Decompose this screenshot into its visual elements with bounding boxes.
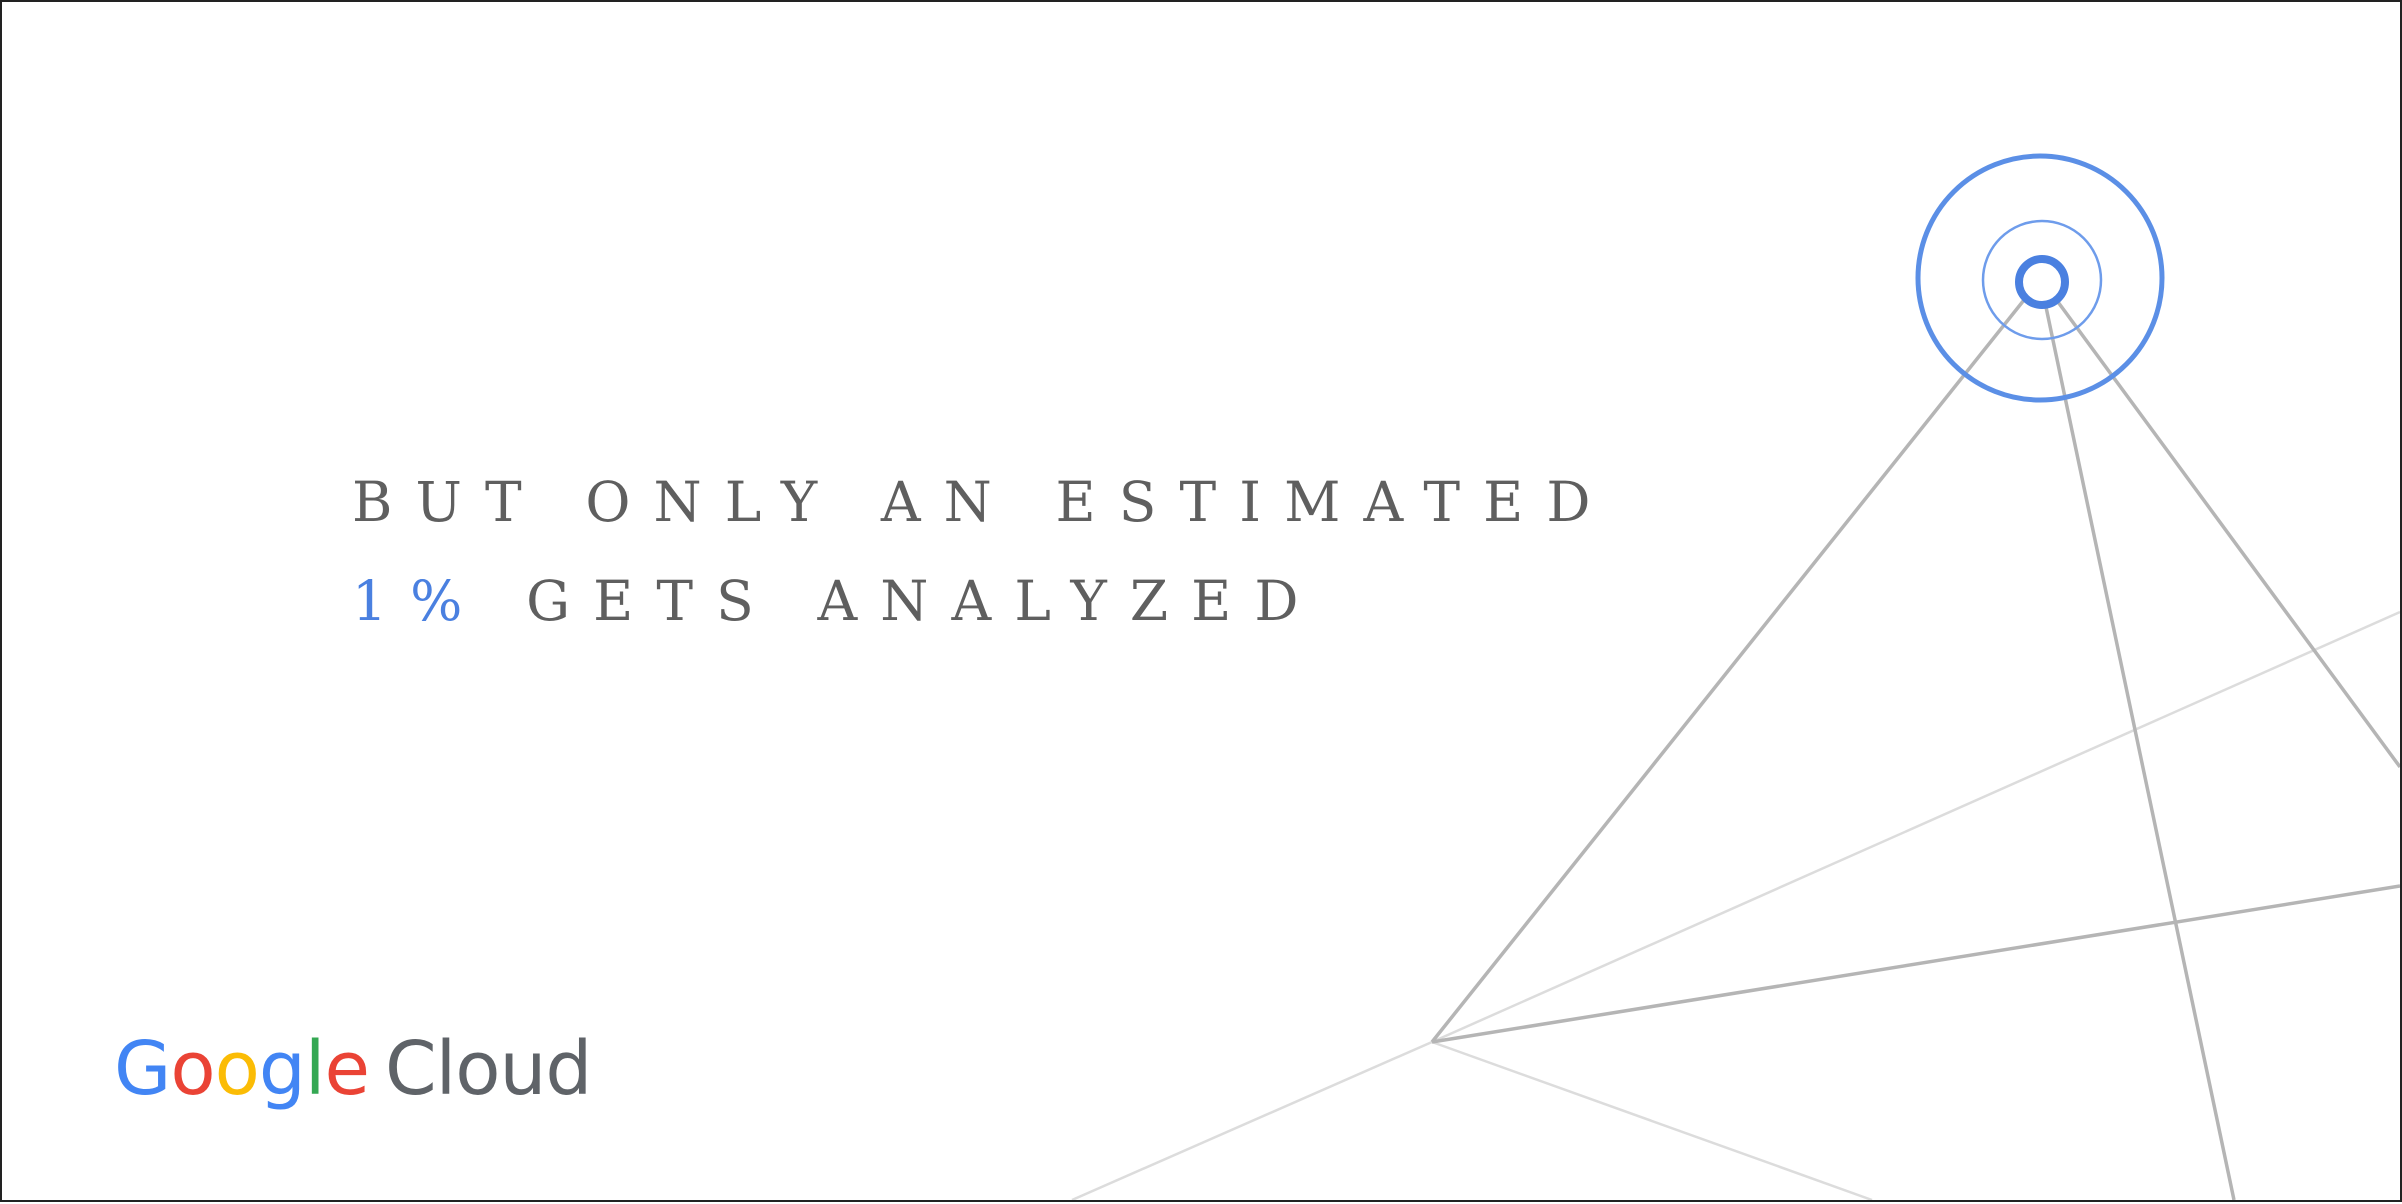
logo-letter: o	[214, 1026, 260, 1112]
logo-letter: o	[170, 1026, 215, 1112]
network-line	[1431, 610, 2400, 1044]
logo-letter: l	[304, 1026, 326, 1112]
google-cloud-logo: Google Cloud	[114, 1032, 592, 1106]
headline-line-2: 1% GETS ANALYZED	[352, 574, 1322, 629]
logo-letter: g	[258, 1026, 306, 1112]
logo-word-cloud: Cloud	[384, 1026, 592, 1112]
network-line	[1430, 298, 2026, 1044]
network-line	[2044, 306, 2236, 1200]
network-line	[2056, 300, 2400, 769]
headline-line-2-text: GETS ANALYZED	[526, 569, 1322, 633]
highlight-percentage: 1%	[352, 569, 486, 633]
network-line	[1431, 884, 2400, 1044]
headline-line-1: BUT ONLY AN ESTIMATED	[352, 470, 1614, 534]
beacon-icon	[1915, 153, 2165, 403]
logo-letter: G	[114, 1026, 171, 1112]
network-line	[1431, 1040, 1873, 1200]
network-line	[1071, 1040, 1433, 1200]
logo-letter: e	[324, 1026, 370, 1112]
